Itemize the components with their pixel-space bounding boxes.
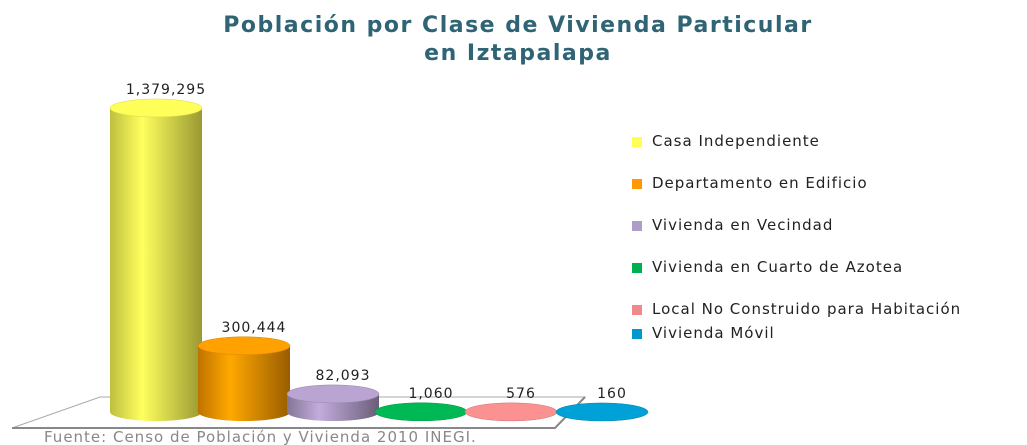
legend: Casa Independiente Departamento en Edific… xyxy=(632,133,972,367)
legend-swatch xyxy=(632,305,642,315)
legend-item: Casa Independiente xyxy=(632,133,972,150)
bar-top xyxy=(374,402,468,422)
value-label: 1,379,295 xyxy=(126,82,206,98)
chart-title: en Iztapalapa xyxy=(424,41,612,66)
legend-label: Local No Construido para Habitación xyxy=(652,300,962,318)
bar-top xyxy=(197,336,291,356)
value-label: 300,444 xyxy=(222,320,287,336)
legend-item: Vivienda Móvil xyxy=(632,325,972,342)
legend-label: Departamento en Edificio xyxy=(652,174,868,192)
legend-swatch xyxy=(632,329,642,339)
legend-label: Vivienda Móvil xyxy=(652,324,775,342)
bar xyxy=(198,345,290,421)
value-label: 82,093 xyxy=(316,368,371,384)
value-label: 576 xyxy=(506,386,536,402)
legend-label: Casa Independiente xyxy=(652,132,820,150)
legend-item: Vivienda en Cuarto de Azotea xyxy=(632,259,972,276)
legend-item: Local No Construido para Habitación xyxy=(632,301,972,318)
legend-swatch xyxy=(632,137,642,147)
bar-top xyxy=(555,402,649,422)
bar xyxy=(110,108,202,421)
bar-top xyxy=(109,98,203,118)
bar xyxy=(287,393,380,421)
value-label: 160 xyxy=(597,386,627,402)
bar-top xyxy=(286,384,380,404)
legend-swatch xyxy=(632,221,642,231)
legend-label: Vivienda en Cuarto de Azotea xyxy=(652,258,904,276)
legend-item: Departamento en Edificio xyxy=(632,175,972,192)
legend-swatch xyxy=(632,179,642,189)
bar-top xyxy=(464,402,558,422)
legend-item: Vivienda en Vecindad xyxy=(632,217,972,234)
source: Fuente: Censo de Población y Vivienda 20… xyxy=(44,428,477,445)
legend-label: Vivienda en Vecindad xyxy=(652,216,834,234)
legend-swatch xyxy=(632,263,642,273)
value-label: 1,060 xyxy=(408,386,453,402)
chart-title: Población por Clase de Vivienda Particul… xyxy=(223,13,812,38)
